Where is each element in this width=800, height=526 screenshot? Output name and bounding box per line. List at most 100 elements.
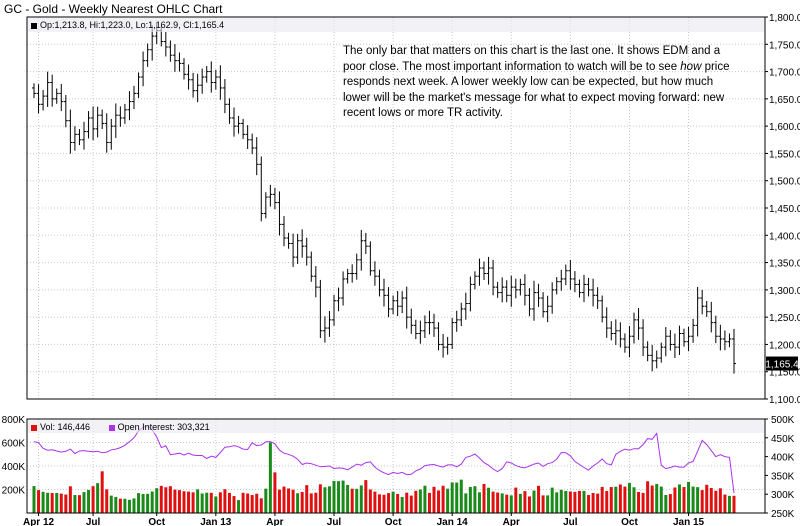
ohlc-bar — [541, 292, 546, 318]
ohlc-bar — [450, 318, 455, 350]
ohlc-bar — [432, 313, 436, 337]
oi-legend-swatch — [108, 424, 115, 431]
volume-bar — [664, 495, 668, 513]
volume-bar — [441, 485, 445, 513]
volume-bar — [346, 484, 350, 513]
ohlc-bar — [527, 288, 532, 317]
volume-bar — [205, 492, 209, 513]
ohlc-bar — [459, 302, 464, 327]
volume-bar — [68, 486, 72, 513]
volume-bar — [582, 490, 586, 513]
volume-bar — [627, 483, 631, 513]
ohlc-bar — [227, 98, 232, 124]
volume-bar — [114, 496, 118, 513]
ohlc-bar — [586, 277, 591, 297]
ohlc-bar — [477, 258, 482, 286]
volume-bar — [723, 494, 727, 513]
volume-bar — [314, 492, 318, 513]
volume-bar — [623, 486, 627, 513]
oi-axis-label: 500K — [771, 415, 795, 426]
ohlc-bar — [704, 300, 709, 317]
volume-bar — [309, 493, 313, 513]
volume-bar — [159, 485, 163, 513]
volume-bar — [227, 492, 231, 513]
ohlc-bar — [250, 133, 255, 155]
ohlc-bar — [95, 106, 100, 138]
volume-bar — [168, 486, 172, 513]
volume-bar — [709, 487, 713, 513]
ohlc-bar — [268, 184, 273, 207]
volume-bar — [614, 486, 618, 513]
ohlc-bar — [141, 51, 146, 87]
volume-bar — [587, 495, 591, 513]
volume-bar — [327, 486, 331, 513]
volume-bar — [650, 485, 654, 513]
volume-bar — [82, 492, 86, 513]
ohlc-bar — [568, 259, 573, 290]
ohlc-bar — [254, 137, 259, 176]
ohlc-bar — [663, 327, 668, 357]
volume-bar — [555, 492, 559, 513]
volume-bar — [77, 495, 81, 513]
volume-bar — [564, 491, 568, 513]
volume-bar — [427, 492, 431, 513]
ohlc-bar — [168, 40, 173, 62]
ohlc-bar — [286, 232, 291, 249]
ohlc-bar — [300, 229, 305, 258]
volume-bar — [423, 485, 427, 513]
volume-bar — [523, 491, 527, 513]
ohlc-bar — [582, 274, 586, 303]
volume-bar — [659, 486, 663, 513]
volume-bar — [714, 490, 718, 513]
ohlc-bar — [41, 89, 46, 111]
volume-bar — [432, 486, 436, 513]
ohlc-bar — [204, 66, 209, 83]
volume-bar — [332, 480, 336, 513]
ohlc-bar — [468, 276, 473, 312]
ohlc-bar — [441, 333, 446, 358]
ohlc-bar — [109, 118, 114, 150]
ohlc-bar — [427, 310, 432, 335]
volume-bar — [541, 495, 545, 513]
ohlc-bar — [118, 106, 123, 127]
volume-bar — [618, 484, 622, 513]
volume-bar — [223, 489, 227, 513]
ohlc-bar — [200, 68, 205, 94]
ohlc-bar — [318, 279, 323, 338]
ohlc-bar — [395, 290, 400, 317]
ohlc-bar — [100, 109, 105, 129]
volume-axis-label: 800K — [2, 415, 26, 426]
volume-bar — [700, 490, 704, 513]
ohlc-bar — [672, 333, 677, 358]
volume-bar — [318, 484, 322, 513]
ohlc-bar — [545, 295, 550, 323]
volume-bar — [559, 489, 563, 513]
ohlc-bar — [727, 333, 732, 348]
ohlc-bar — [604, 307, 609, 338]
ohlc-bar — [513, 278, 518, 299]
volume-bar — [137, 493, 141, 513]
price-axis-label: 1,600.0 — [769, 122, 800, 133]
volume-bar — [609, 487, 613, 513]
volume-bar — [200, 493, 204, 513]
oi-axis-label: 300K — [771, 490, 795, 501]
ohlc-bar — [232, 107, 236, 137]
volume-bar — [446, 488, 450, 513]
volume-bar — [87, 489, 91, 513]
ohlc-bar — [677, 325, 682, 356]
volume-bar — [500, 493, 504, 513]
ohlc-bar — [186, 64, 191, 90]
ohlc-bar — [259, 156, 264, 222]
volume-bar — [259, 498, 263, 513]
ohlc-bar — [622, 333, 627, 353]
ohlc-bar — [409, 308, 414, 334]
ohlc-bar — [359, 229, 364, 271]
volume-bar — [91, 486, 95, 513]
volume-bar — [123, 498, 127, 513]
ohlc-bar — [554, 277, 559, 295]
price-axis-label: 1,400.0 — [769, 231, 800, 242]
ohlc-bar — [591, 278, 596, 307]
oi-legend-text: Open Interest: 303,321 — [117, 422, 210, 432]
ohlc-bar — [504, 280, 509, 303]
volume-bar — [477, 492, 481, 513]
